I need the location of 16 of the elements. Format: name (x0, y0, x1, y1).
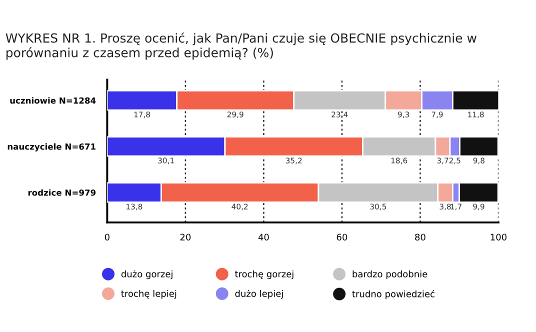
legend-label: bardzo podobnie (352, 270, 428, 280)
legend-label: trochę gorzej (234, 270, 294, 280)
x-tick-label: 20 (180, 234, 191, 241)
legend-label: trudno powiedzieć (352, 290, 434, 300)
y-tick-label: nauczyciele N=671 (8, 143, 96, 152)
x-tick-label: 100 (490, 234, 506, 241)
x-tick-label: 80 (415, 234, 426, 241)
x-tick-label: 40 (258, 234, 269, 241)
legend-label: trochę lepiej (121, 290, 176, 299)
y-tick-label: uczniowie N=1284 (10, 97, 96, 104)
x-tick-label: 0 (104, 234, 110, 241)
legend-label: dużo gorzej (121, 270, 172, 280)
x-tick-label: 60 (336, 234, 348, 241)
y-tick-label: rodzice N=979 (28, 189, 96, 196)
legend-label: dużo lepiej (235, 290, 283, 299)
chart-title: WYKRES NR 1. Proszę ocenić, jak Pan/Pani czuje się OBECNIE psychicznie w porównaniu z czasem przed epidemią? (%) (6, 32, 476, 60)
